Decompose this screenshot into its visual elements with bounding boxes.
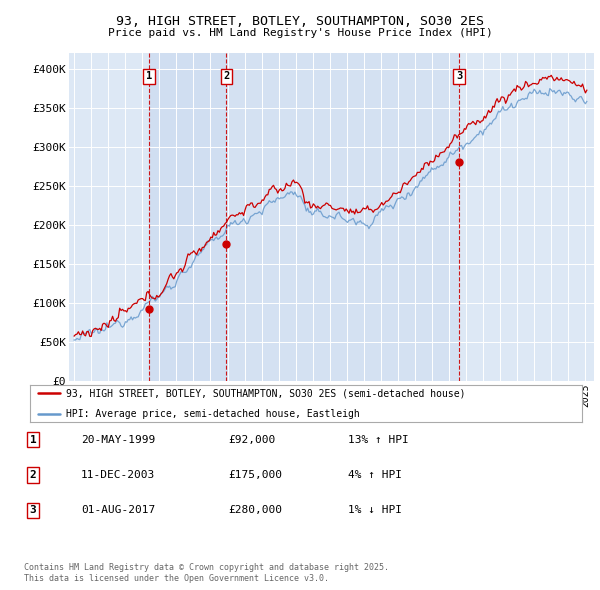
Text: 93, HIGH STREET, BOTLEY, SOUTHAMPTON, SO30 2ES: 93, HIGH STREET, BOTLEY, SOUTHAMPTON, SO… <box>116 15 484 28</box>
Text: £175,000: £175,000 <box>228 470 282 480</box>
Text: 3: 3 <box>456 71 462 81</box>
Text: 1: 1 <box>146 71 152 81</box>
Text: 1: 1 <box>29 435 37 444</box>
Text: £280,000: £280,000 <box>228 506 282 515</box>
Text: Contains HM Land Registry data © Crown copyright and database right 2025.
This d: Contains HM Land Registry data © Crown c… <box>24 563 389 583</box>
Text: 93, HIGH STREET, BOTLEY, SOUTHAMPTON, SO30 2ES (semi-detached house): 93, HIGH STREET, BOTLEY, SOUTHAMPTON, SO… <box>66 388 466 398</box>
Text: 2: 2 <box>29 470 37 480</box>
Text: 11-DEC-2003: 11-DEC-2003 <box>81 470 155 480</box>
Text: £92,000: £92,000 <box>228 435 275 444</box>
Text: 01-AUG-2017: 01-AUG-2017 <box>81 506 155 515</box>
Text: 3: 3 <box>29 506 37 515</box>
Bar <box>226 53 459 381</box>
Text: Price paid vs. HM Land Registry's House Price Index (HPI): Price paid vs. HM Land Registry's House … <box>107 28 493 38</box>
Text: 2: 2 <box>223 71 230 81</box>
Text: 13% ↑ HPI: 13% ↑ HPI <box>348 435 409 444</box>
Bar <box>149 53 226 381</box>
Text: 20-MAY-1999: 20-MAY-1999 <box>81 435 155 444</box>
Text: 1% ↓ HPI: 1% ↓ HPI <box>348 506 402 515</box>
Text: 4% ↑ HPI: 4% ↑ HPI <box>348 470 402 480</box>
Text: HPI: Average price, semi-detached house, Eastleigh: HPI: Average price, semi-detached house,… <box>66 409 359 419</box>
